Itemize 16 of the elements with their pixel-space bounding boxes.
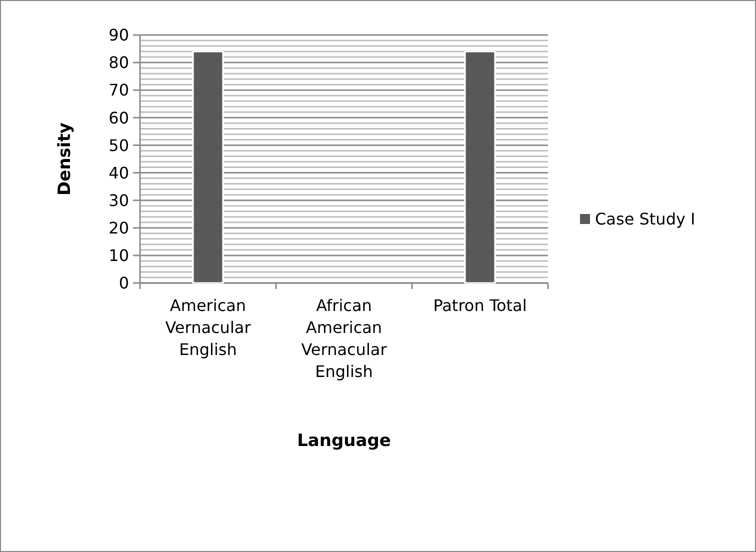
y-tick-label: 10 <box>108 246 129 266</box>
y-tick-label: 70 <box>108 80 129 100</box>
y-tick-label: 40 <box>108 163 129 182</box>
x-axis-title: Language <box>297 431 391 451</box>
x-tick-label: Patron Total <box>433 296 527 315</box>
y-tick-label: 90 <box>108 26 129 45</box>
y-axis-title: Density <box>55 122 75 196</box>
y-tick-label: 0 <box>118 274 129 293</box>
y-tick-label: 80 <box>108 53 129 72</box>
x-tick-label: African American Vernacular English <box>301 296 388 381</box>
y-tick-label: 50 <box>108 136 129 155</box>
y-tick-label: 60 <box>108 108 129 128</box>
y-tick-label: 20 <box>108 218 129 238</box>
y-tick-label: 30 <box>108 190 129 210</box>
legend-label: Case Study I <box>595 210 696 229</box>
x-tick-label: American Vernacular English <box>165 296 252 359</box>
